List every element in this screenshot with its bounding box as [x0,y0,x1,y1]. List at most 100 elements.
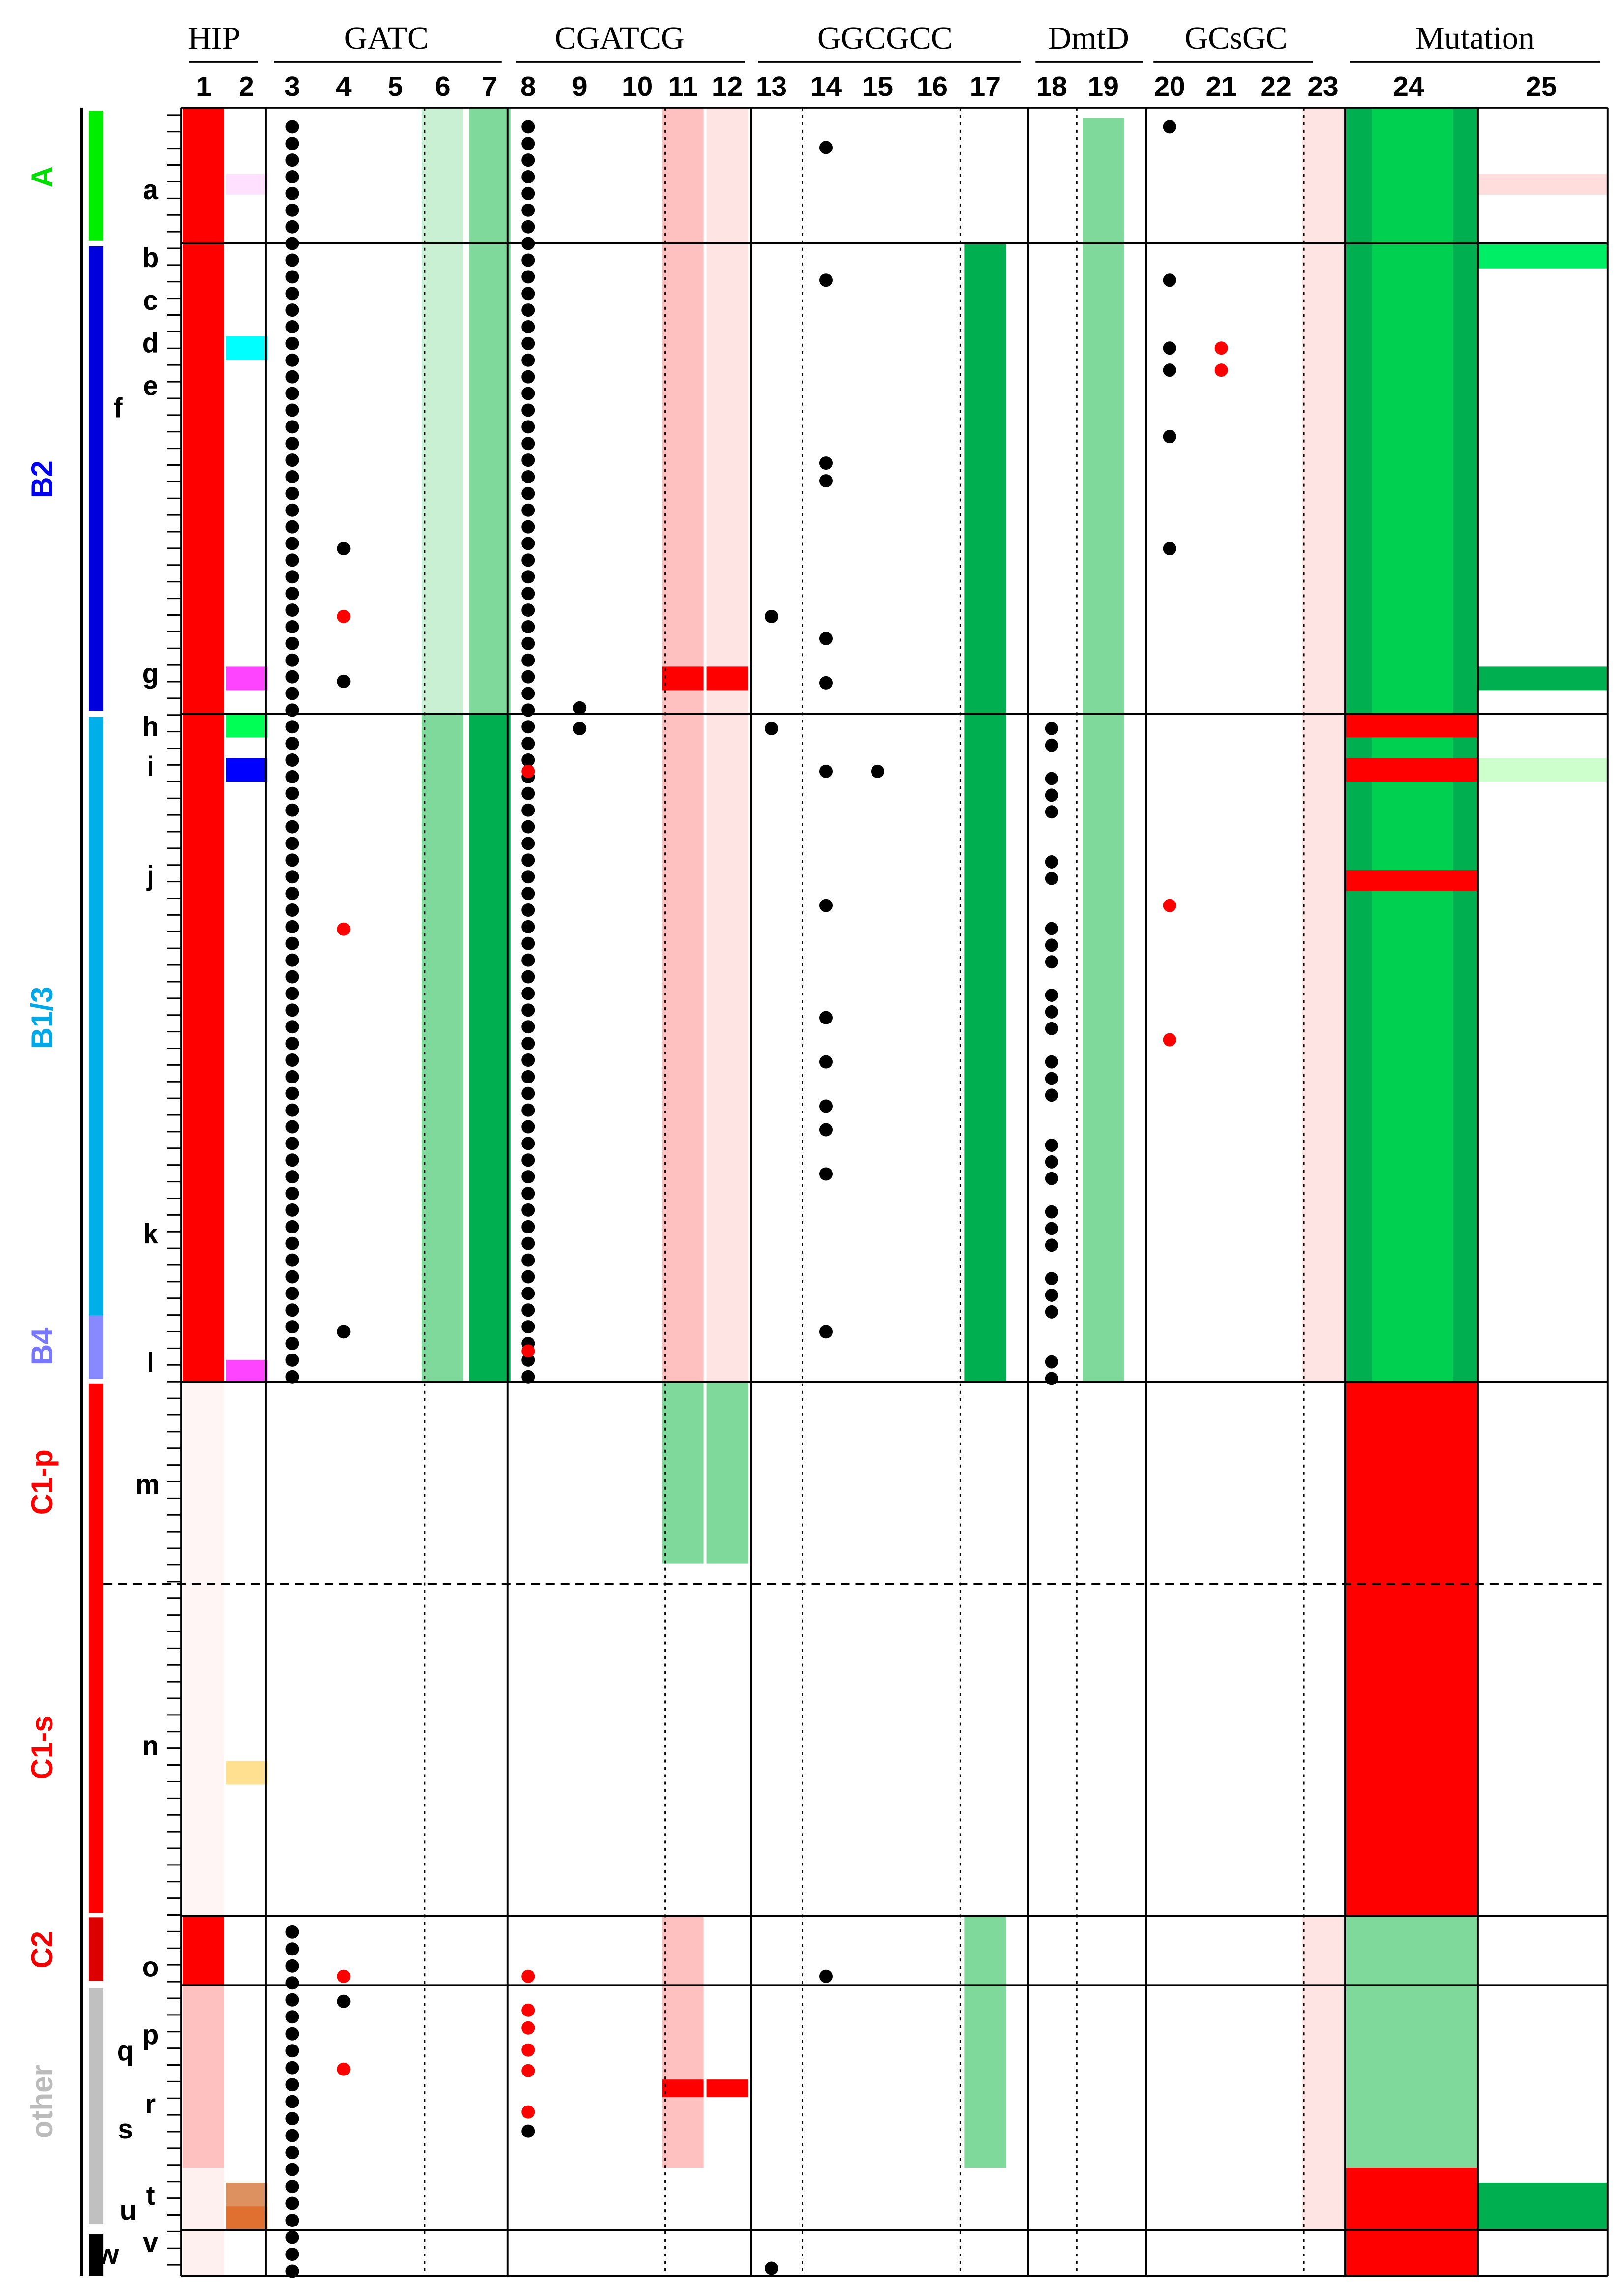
group-bar [89,2234,104,2276]
group-bar [89,1315,104,1379]
dot [521,2021,535,2035]
dot [1163,899,1176,912]
dot [285,920,299,933]
row-label: p [142,2019,159,2050]
dot [819,676,833,690]
dot [285,720,299,734]
dot [521,953,535,967]
heat-cell [226,1761,267,1785]
dot [285,853,299,867]
heat-cell [1345,1382,1478,1916]
dot [285,1003,299,1017]
dot [521,670,535,684]
dot [285,1236,299,1250]
dot [285,303,299,317]
row-label: i [147,751,154,782]
dot [285,220,299,234]
dot [521,2064,535,2077]
dot [521,253,535,267]
dot [285,2061,299,2075]
dot [1045,1288,1058,1302]
dot [521,1070,535,1083]
dot [1163,430,1176,444]
dot [521,1020,535,1034]
dot [1045,1139,1058,1152]
dot [285,403,299,417]
column-number: 3 [284,71,300,102]
dot [521,120,535,134]
dot [1045,1205,1058,1219]
heat-cell [226,758,267,782]
dot [521,970,535,984]
column-number: 11 [668,71,697,102]
dot [765,609,779,623]
dot [819,764,833,778]
dot [285,186,299,200]
dot [285,353,299,367]
dot [1163,1033,1176,1047]
dot [285,2248,299,2261]
column-number: 1 [196,71,211,102]
dot [521,920,535,933]
row-label: v [143,2227,158,2258]
dot [337,609,351,623]
dot [285,1287,299,1300]
dot [285,837,299,850]
dot [521,703,535,717]
heat-cell [1477,2183,1608,2230]
dot [521,853,535,867]
dot [765,2261,779,2275]
dot [285,1137,299,1150]
dot [285,1353,299,1367]
dot [285,803,299,817]
dot [521,186,535,200]
dot [1045,772,1058,785]
dot [521,936,535,950]
dot [521,603,535,617]
column-number: 17 [970,71,1001,102]
dot [521,653,535,667]
column-number: 7 [482,71,498,102]
dot [285,2230,299,2244]
dot [1163,341,1176,355]
header-group: Mutation [1415,20,1534,56]
column-number: 23 [1307,71,1338,102]
dot [285,2180,299,2194]
column-number: 6 [435,71,451,102]
dot [819,1167,833,1181]
heat-cell [1083,118,1124,1382]
dot [1045,1172,1058,1185]
heat-cell [1477,666,1608,691]
dot [1045,1372,1058,1385]
heat-cell [226,174,267,195]
group-label: C1-p [26,1449,59,1515]
dot [521,887,535,901]
dot [573,701,587,715]
dot [521,387,535,400]
dot [285,687,299,700]
heat-cell [1477,174,1608,195]
group-bar [89,110,104,241]
dot [285,737,299,751]
dot [521,764,535,778]
row-label: a [143,174,159,206]
dot [819,1969,833,1983]
dot [285,636,299,650]
dot [337,1325,351,1339]
dot [819,141,833,154]
dot [1045,1272,1058,1286]
dot [285,820,299,834]
dot [521,320,535,334]
dot [1045,922,1058,935]
row-label: t [146,2180,155,2211]
dot [1045,1072,1058,1085]
row-label: s [118,2113,133,2145]
group-label: other [26,2065,59,2138]
dot [285,553,299,567]
dot [285,1170,299,1184]
dot [337,1994,351,2008]
row-label: e [143,370,158,402]
row-label: k [143,1218,158,1250]
dot [337,542,351,556]
dot [1045,1238,1058,1252]
